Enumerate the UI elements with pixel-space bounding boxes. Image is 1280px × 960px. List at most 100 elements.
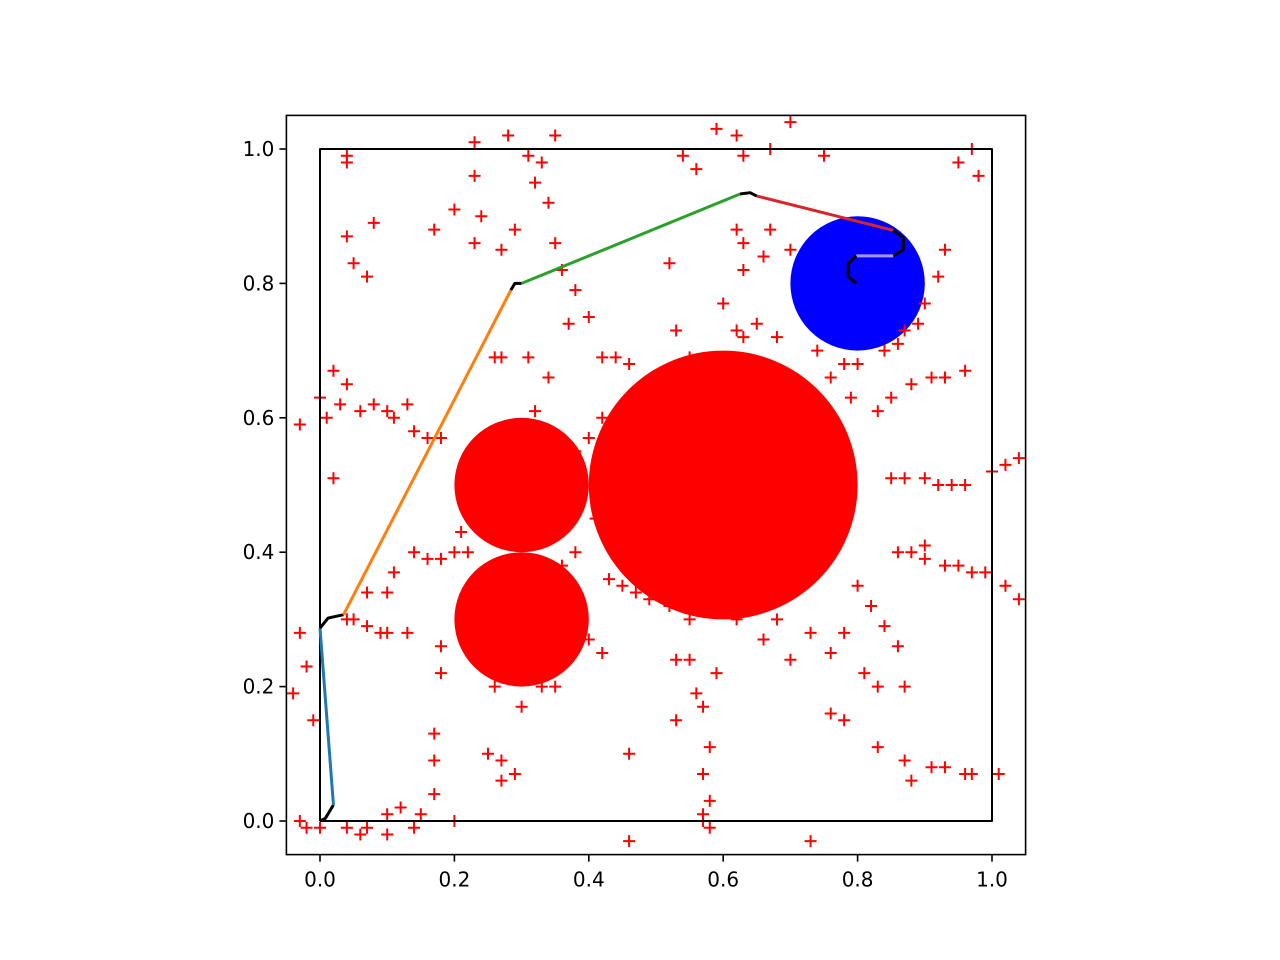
sample-point xyxy=(804,835,817,848)
sample-point xyxy=(367,216,380,229)
sample-point xyxy=(959,479,972,491)
sample-point xyxy=(905,378,918,391)
sample-point xyxy=(508,767,521,780)
sample-point xyxy=(629,586,642,599)
sample-point xyxy=(992,767,1005,780)
sample-point xyxy=(878,620,891,633)
sample-point xyxy=(582,311,595,323)
sample-point xyxy=(703,794,716,807)
sample-point xyxy=(871,405,884,418)
sample-point xyxy=(555,559,568,572)
y-tick-label: 0.6 xyxy=(243,406,275,430)
sample-point xyxy=(387,411,400,424)
sample-point xyxy=(737,149,750,162)
y-tick-label: 0.2 xyxy=(243,675,275,699)
sample-point xyxy=(885,391,898,404)
sample-point xyxy=(710,667,723,680)
sample-point xyxy=(938,371,951,384)
sample-point xyxy=(569,445,582,458)
x-tick-label: 0.2 xyxy=(438,868,470,892)
sample-point xyxy=(730,223,743,236)
obstacle xyxy=(454,417,589,553)
sample-point xyxy=(972,169,985,182)
sample-point xyxy=(838,714,851,727)
sample-point xyxy=(408,821,421,834)
sample-point xyxy=(361,620,374,633)
x-tick-label: 0.4 xyxy=(573,868,605,892)
sample-point xyxy=(340,613,353,626)
sample-point xyxy=(737,263,750,276)
sample-point xyxy=(616,579,629,592)
axes-frame xyxy=(285,114,1027,856)
sample-point xyxy=(623,835,636,848)
sample-point xyxy=(838,358,851,371)
sample-point xyxy=(764,223,777,236)
sample-point xyxy=(925,371,938,384)
sample-point xyxy=(999,458,1012,471)
sample-point xyxy=(918,539,931,552)
plot-area xyxy=(287,116,1025,848)
sample-point xyxy=(683,613,696,626)
sample-point xyxy=(549,237,562,250)
sample-point xyxy=(381,626,394,639)
sample-point xyxy=(562,593,575,606)
sample-point xyxy=(670,324,683,337)
path-segment xyxy=(756,194,894,232)
sample-point xyxy=(912,317,925,330)
sample-point xyxy=(811,344,824,357)
sample-point xyxy=(482,747,494,760)
sample-point xyxy=(844,391,857,404)
sample-point xyxy=(596,647,609,659)
sample-point xyxy=(663,257,676,270)
sample-point xyxy=(710,122,723,135)
sample-point xyxy=(965,767,978,780)
sample-point xyxy=(750,317,763,330)
path-segment xyxy=(318,613,344,630)
sample-point xyxy=(643,593,656,606)
sample-point xyxy=(818,149,830,162)
sample-point xyxy=(576,606,589,619)
y-tick-label: 0.4 xyxy=(243,540,275,564)
sample-point xyxy=(784,243,797,256)
sample-point xyxy=(952,156,965,169)
sample-point xyxy=(670,653,683,666)
sample-point xyxy=(542,371,555,384)
sample-point xyxy=(334,398,347,411)
sample-point xyxy=(522,149,535,162)
sample-point xyxy=(670,714,683,727)
sample-point xyxy=(898,754,911,767)
sample-point xyxy=(697,700,710,713)
sample-point xyxy=(401,398,414,411)
sample-point xyxy=(623,358,636,371)
sample-point xyxy=(938,761,951,774)
sample-point xyxy=(515,700,528,713)
sample-point xyxy=(529,176,542,189)
sample-point xyxy=(757,250,770,263)
sample-point xyxy=(495,774,508,787)
sample-point xyxy=(340,821,353,834)
sample-point xyxy=(535,156,548,169)
path-segment xyxy=(318,628,335,805)
sample-point xyxy=(434,552,447,565)
sample-point xyxy=(367,398,380,411)
sample-point xyxy=(522,351,535,364)
sample-point xyxy=(596,411,609,424)
sample-point xyxy=(898,472,911,485)
obstacle xyxy=(454,552,589,687)
sample-point xyxy=(314,821,326,834)
sample-point xyxy=(428,727,441,740)
sample-point xyxy=(354,405,367,418)
sample-point xyxy=(361,821,374,834)
sample-point xyxy=(434,640,447,653)
sample-point xyxy=(535,680,548,693)
sample-point xyxy=(408,425,421,438)
sample-point xyxy=(340,378,353,391)
sample-point xyxy=(891,640,904,653)
sample-point xyxy=(582,633,595,646)
sample-point xyxy=(569,546,582,559)
sample-point xyxy=(300,821,313,834)
sample-point xyxy=(549,680,562,693)
sample-point xyxy=(475,210,488,223)
sample-point xyxy=(952,559,965,572)
